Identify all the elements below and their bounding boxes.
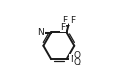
Text: F: F [70,16,75,25]
Text: -: - [77,61,80,67]
Text: O: O [73,58,80,67]
Text: F: F [60,23,65,32]
Text: N: N [37,28,44,37]
Text: O: O [73,51,80,60]
Text: N: N [70,55,76,64]
Text: +: + [72,54,78,59]
Text: F: F [62,16,67,25]
